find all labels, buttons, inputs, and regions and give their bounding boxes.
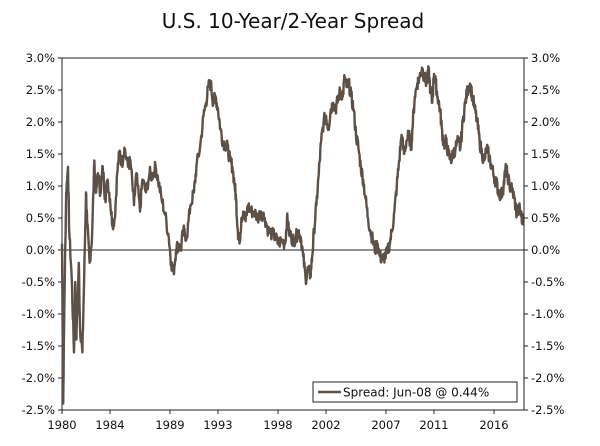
x-tick-label: 1993 [203, 418, 232, 432]
y-axis-right: -2.5% -2.0% -1.5% -1.0% -0.5% 0.0% 0.5% 1.0% 1.5… [524, 51, 564, 417]
y-tick-label-right: 2.5% [531, 83, 560, 97]
y-tick-label-right: -0.5% [531, 275, 564, 289]
y-tick-label-right: 0.5% [531, 211, 560, 225]
chart-title: U.S. 10-Year/2-Year Spread [162, 9, 424, 33]
y-tick-label-right: 1.0% [531, 179, 560, 193]
x-tick-label: 2016 [479, 418, 508, 432]
x-axis: 1980 1984 1989 1993 1998 2002 2007 2011 2016 [47, 410, 509, 432]
x-tick-label: 1989 [155, 418, 184, 432]
y-tick-label-right: -1.0% [531, 307, 564, 321]
y-tick-label-left: 0.0% [26, 243, 55, 257]
plot-area [61, 57, 525, 411]
x-tick-label: 2002 [311, 418, 340, 432]
legend: Spread: Jun-08 @ 0.44% [312, 381, 518, 403]
y-tick-label-right: 2.0% [531, 115, 560, 129]
y-tick-label-left: -2.0% [22, 371, 55, 385]
y-tick-label-left: 3.0% [26, 51, 55, 65]
y-tick-label-left: 1.0% [26, 179, 55, 193]
y-tick-label-left: -1.5% [22, 339, 55, 353]
y-tick-label-left: -1.0% [22, 307, 55, 321]
y-tick-label-right: 3.0% [531, 51, 560, 65]
legend-label: Spread: Jun-08 @ 0.44% [343, 386, 489, 400]
y-tick-label-right: -1.5% [531, 339, 564, 353]
y-tick-label-right: -2.5% [531, 403, 564, 417]
legend-box [312, 381, 518, 403]
y-tick-label-right: 0.0% [531, 243, 560, 257]
y-tick-label-left: 2.0% [26, 115, 55, 129]
y-tick-label-left: -0.5% [22, 275, 55, 289]
y-tick-label-right: -2.0% [531, 371, 564, 385]
x-tick-label: 2007 [371, 418, 400, 432]
x-tick-label: 1984 [95, 418, 124, 432]
y-axis-left: -2.5% -2.0% -1.5% -1.0% -0.5% 0.0% 0.5% 1.0% 1.5… [22, 51, 62, 417]
y-tick-label-left: 0.5% [26, 211, 55, 225]
y-tick-label-left: -2.5% [22, 403, 55, 417]
y-tick-label-left: 1.5% [26, 147, 55, 161]
y-tick-label-left: 2.5% [26, 83, 55, 97]
y-tick-label-right: 1.5% [531, 147, 560, 161]
spread-series-line [60, 65, 524, 405]
x-tick-label: 2011 [419, 418, 448, 432]
x-tick-label: 1998 [263, 418, 292, 432]
x-tick-label: 1980 [47, 418, 76, 432]
